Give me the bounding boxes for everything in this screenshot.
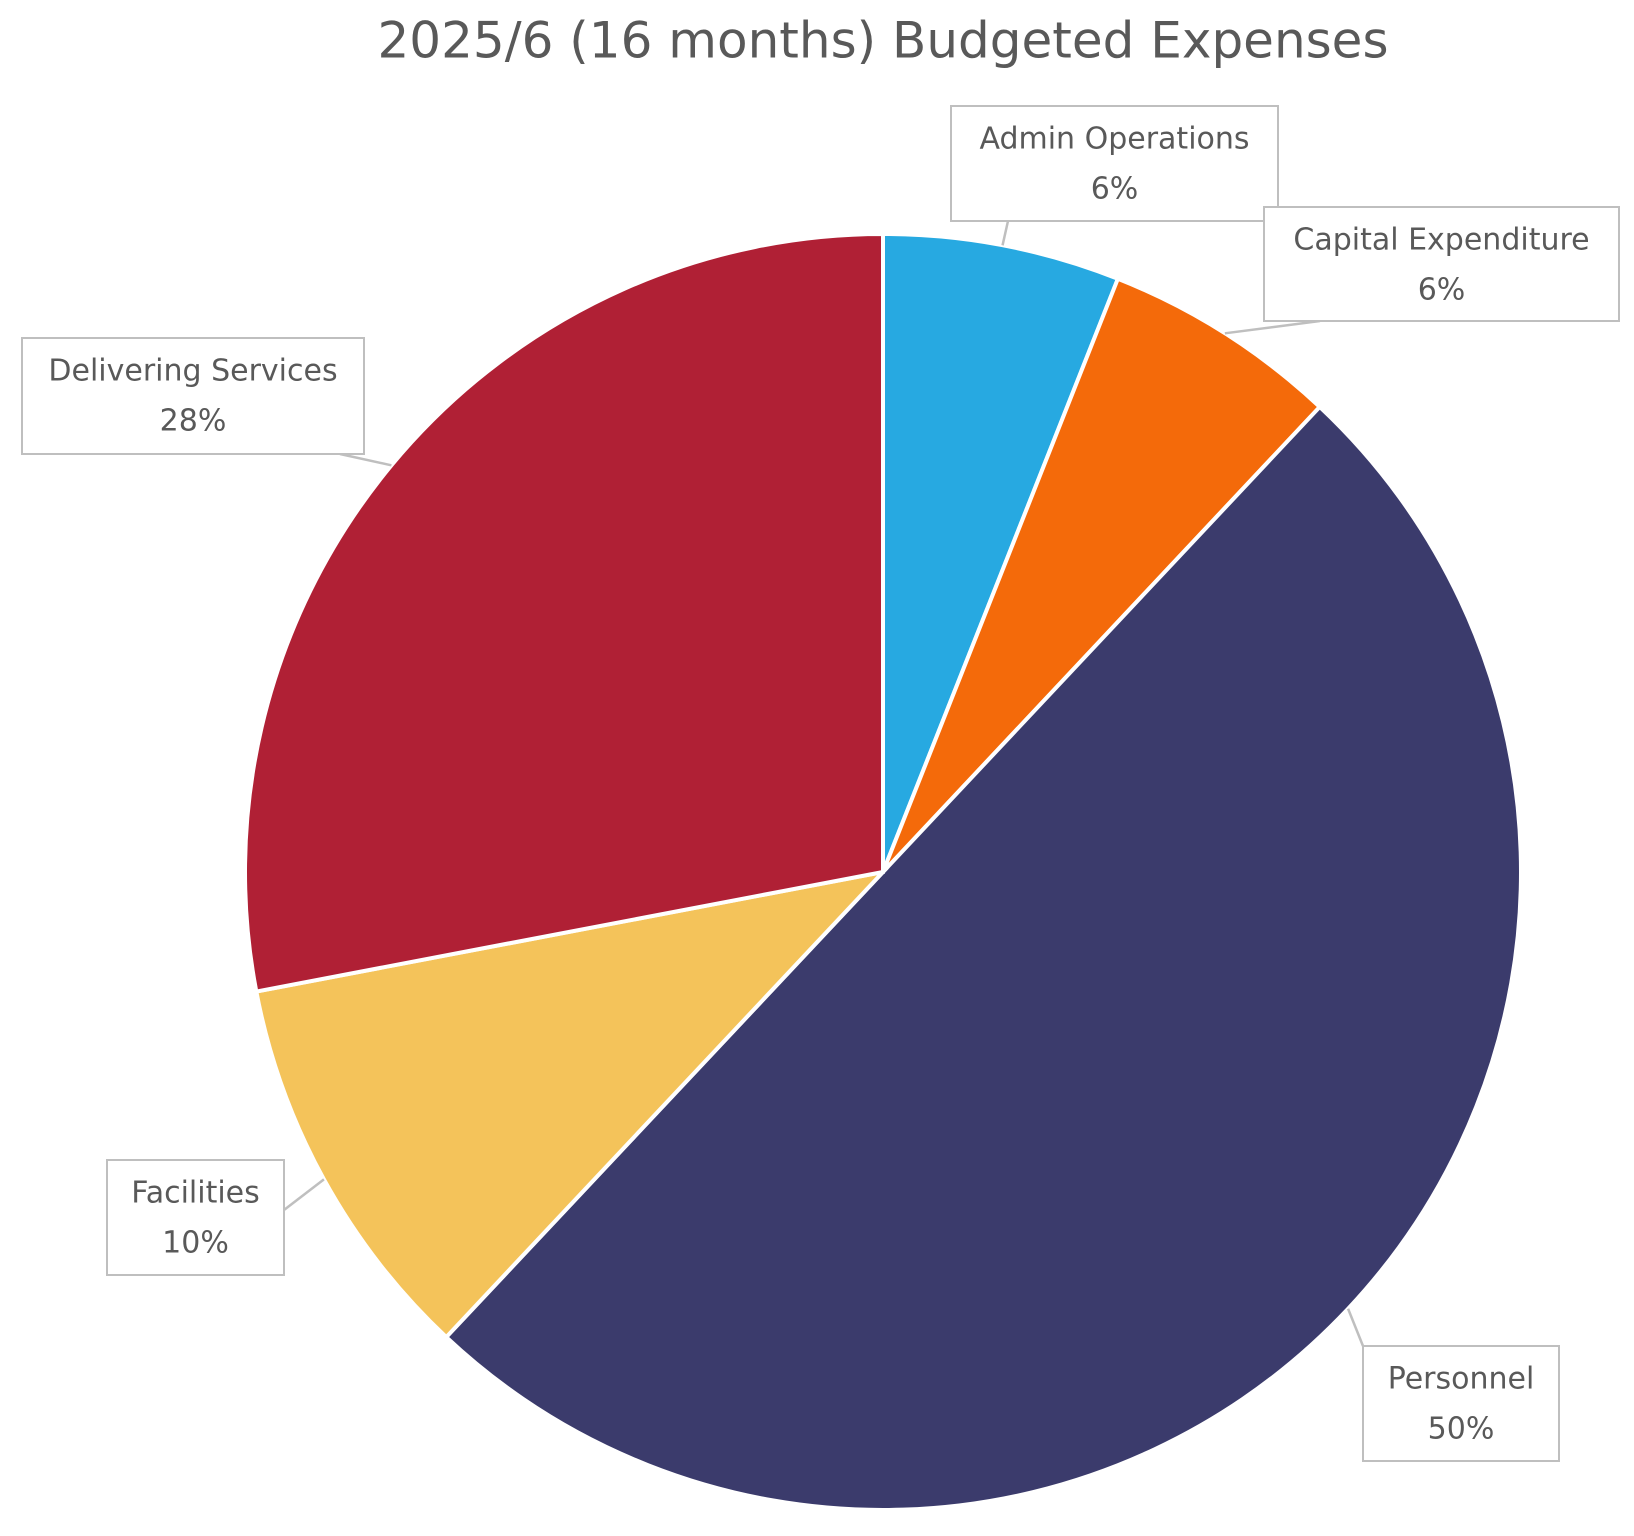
label-box [21,337,365,455]
label-box [950,105,1279,222]
category-label: Personnel [1388,1362,1535,1397]
leader-line [1001,220,1010,246]
category-label: Capital Expenditure [1293,223,1589,258]
value-label: 6% [1091,172,1139,207]
chart-title: 2025/6 (16 months) Budgeted Expenses [377,12,1388,70]
category-label: Delivering Services [48,354,337,389]
pie-slice [253,868,889,1340]
category-label: Facilities [131,1176,260,1211]
pie-slice [881,231,1121,873]
category-label: Admin Operations [979,122,1249,157]
value-label: 6% [1418,273,1466,308]
leader-line [1224,319,1321,335]
pie-slice [443,404,1523,1512]
leader-line [1346,1308,1365,1347]
value-label: 50% [1428,1412,1495,1447]
pie-slice [243,231,885,994]
value-label: 28% [160,404,227,439]
leader-line [339,452,392,467]
label-box [1362,1345,1560,1462]
label-box [1263,206,1620,322]
pie-slice [881,276,1323,874]
value-label: 10% [162,1226,229,1261]
label-box [106,1159,285,1276]
leader-line [283,1178,325,1211]
